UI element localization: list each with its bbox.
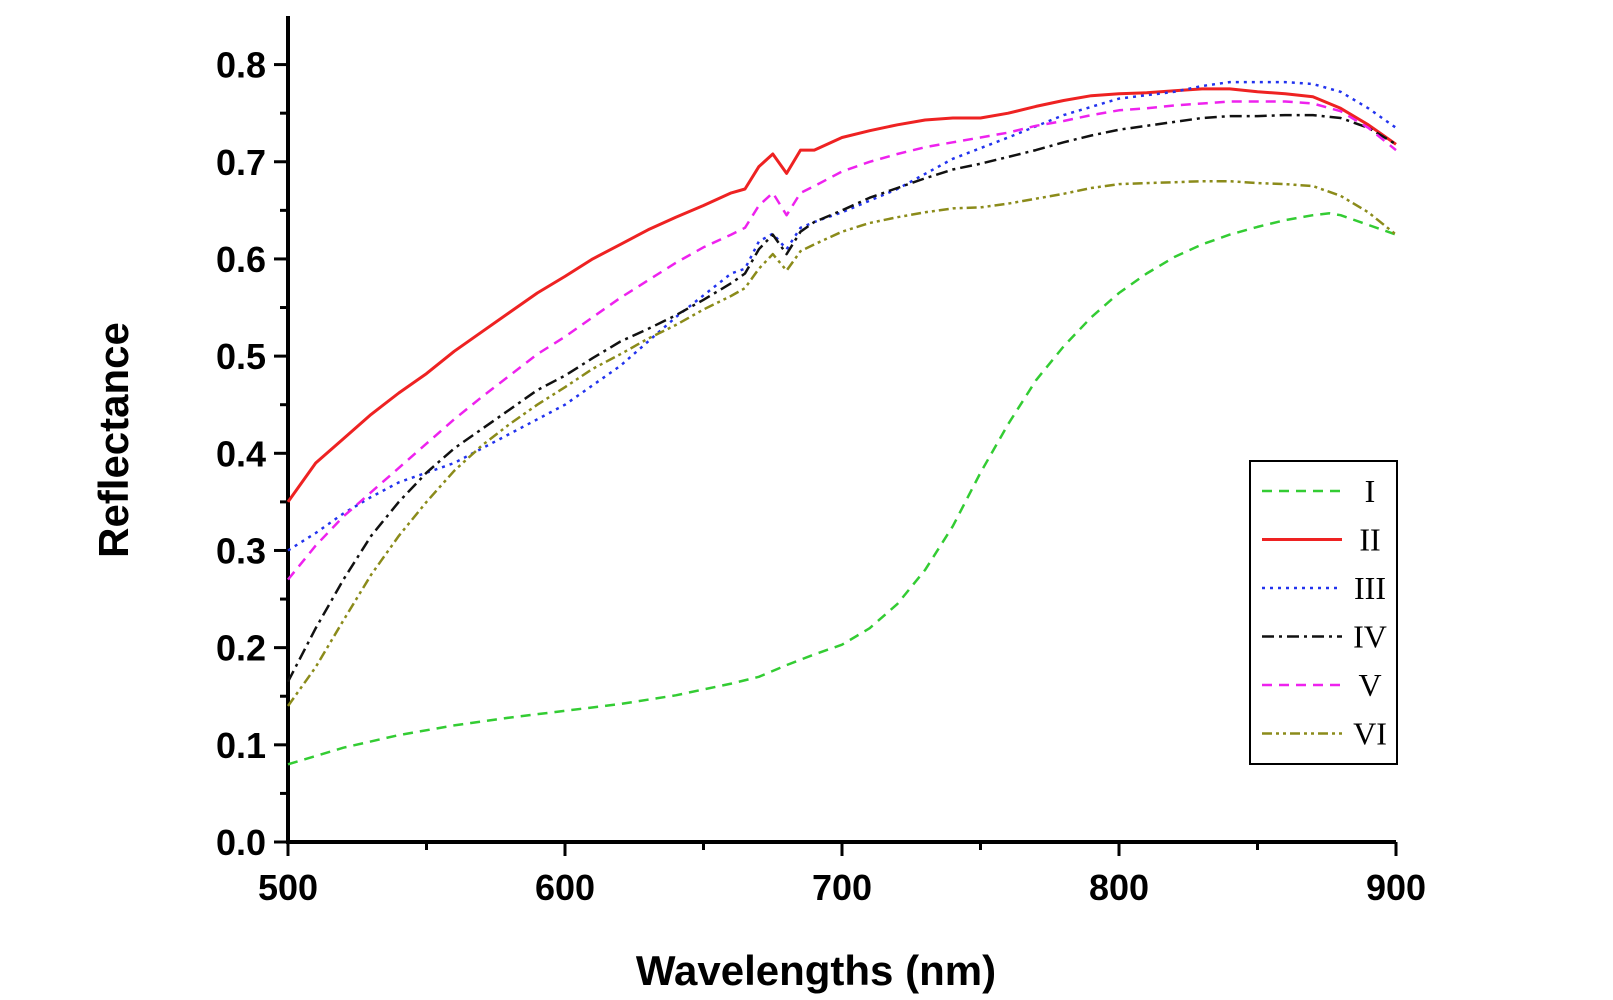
y-tick-label-0.1: 0.1 — [216, 725, 266, 766]
x-tick-label-900: 900 — [1366, 867, 1426, 908]
legend-label-II: II — [1359, 522, 1380, 558]
y-axis-label: Reflectance — [90, 322, 137, 558]
y-tick-label-0.5: 0.5 — [216, 336, 266, 377]
axes: 500 600 700 800 900 0.0 0.1 0.2 0.3 0.4 0.5 0.6 0.7 0… — [216, 16, 1426, 908]
series-layer — [286, 80, 1397, 766]
legend-box — [1249, 460, 1398, 765]
series-line-II — [286, 87, 1397, 503]
legend-label-III: III — [1354, 570, 1386, 606]
series-line-III — [287, 80, 1397, 552]
x-tick-label-700: 700 — [812, 867, 872, 908]
legend-label-I: I — [1365, 473, 1376, 509]
x-axis-label: Wavelengths (nm) — [636, 947, 996, 994]
x-tick-label-800: 800 — [1089, 867, 1149, 908]
y-tick-label-0.8: 0.8 — [216, 45, 266, 86]
series-line-VI — [286, 179, 1397, 707]
y-tick-label-0.7: 0.7 — [216, 142, 266, 183]
x-tick-label-500: 500 — [258, 867, 318, 908]
y-tick-label-0.3: 0.3 — [216, 530, 266, 571]
series-line-V — [287, 100, 1397, 581]
y-tick-label-0.6: 0.6 — [216, 239, 266, 280]
y-tick-label-0.0: 0.0 — [216, 822, 266, 863]
legend-label-IV: IV — [1353, 619, 1387, 655]
x-tick-label-600: 600 — [535, 867, 595, 908]
y-tick-label-0.4: 0.4 — [216, 433, 266, 474]
legend-label-V: V — [1358, 667, 1381, 703]
series-line-IV — [286, 113, 1397, 683]
series-line-I — [287, 212, 1397, 766]
y-tick-label-0.2: 0.2 — [216, 628, 266, 669]
legend-label-VI: VI — [1353, 716, 1387, 752]
